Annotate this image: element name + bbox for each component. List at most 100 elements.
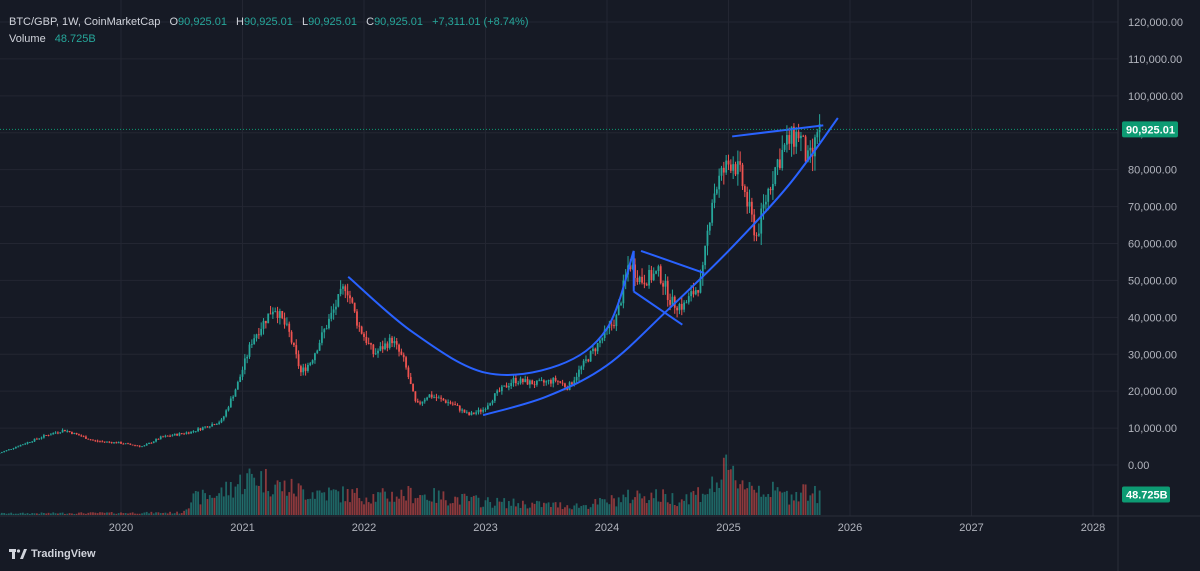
candle-body (52, 432, 55, 435)
volume-bar (87, 512, 90, 515)
volume-bar (246, 473, 249, 515)
candle-body (400, 351, 403, 355)
candle-body (762, 204, 765, 209)
volume-bar (262, 492, 265, 515)
volume-bar (180, 513, 183, 515)
volume-bar (400, 489, 403, 515)
candle-body (75, 432, 78, 435)
volume-bar (208, 495, 211, 515)
tradingview-branding[interactable]: TradingView (9, 548, 96, 560)
candle-body (701, 265, 704, 278)
candle-body (166, 435, 169, 437)
candle-body (113, 442, 115, 444)
candle-body (187, 432, 190, 434)
volume-bar (715, 482, 718, 515)
candle-body (164, 435, 167, 437)
volume-bar (50, 513, 52, 515)
candle-body (477, 409, 480, 413)
volume-bar (152, 513, 155, 515)
volume-bar (356, 488, 358, 515)
symbol-label[interactable]: BTC/GBP, 1W, CoinMarketCap (9, 16, 161, 28)
candle-body (802, 135, 805, 137)
candle-body (358, 325, 361, 327)
volume-bar (493, 505, 496, 515)
volume-bar (264, 468, 267, 515)
candle-body (760, 208, 763, 234)
open-key: O (169, 16, 179, 28)
volume-bar (510, 505, 513, 515)
volume-bar (57, 513, 59, 515)
candle-body (797, 131, 800, 139)
volume-bar (7, 513, 10, 515)
volume-bar (31, 513, 34, 515)
candle-body (64, 429, 66, 432)
volume-bar (250, 473, 253, 515)
candle-body (746, 191, 749, 207)
candle-body (587, 359, 590, 362)
volume-bar (477, 497, 480, 515)
candle-body (124, 443, 127, 445)
candle-body (162, 436, 164, 438)
volume-bar (783, 491, 786, 515)
volume-bar (232, 497, 235, 515)
volume-bar (344, 501, 347, 515)
candle-body (234, 389, 237, 397)
candle-body (271, 311, 274, 315)
candle-body (328, 318, 330, 329)
volume-bar (157, 512, 160, 515)
volume-bar (676, 506, 678, 515)
candle-body (629, 265, 632, 270)
candle-body (206, 426, 209, 428)
volume-bar (330, 490, 333, 515)
candle-body (356, 311, 358, 326)
legend-volume-row[interactable]: Volume 48.725B (9, 31, 528, 48)
volume-bar (103, 512, 106, 515)
time-axis: 2020 2021 2022 2023 2024 2025 2026 2027 2028 (109, 522, 1105, 534)
volume-bar (519, 507, 522, 515)
candle-body (360, 326, 363, 334)
volume-bar (257, 485, 260, 515)
volume-bar (222, 496, 225, 515)
candle-body (185, 432, 188, 434)
volume-tag-text: 48.725B (1126, 490, 1168, 502)
candle-body (475, 412, 478, 414)
cup-curve (347, 250, 635, 376)
price-tick-label: 110,000.00 (1128, 54, 1182, 66)
legend-ohlc-row[interactable]: BTC/GBP, 1W, CoinMarketCap O90,925.01 H9… (9, 14, 528, 31)
volume-bar (771, 481, 774, 515)
volume-bar (594, 499, 597, 515)
volume-bar (566, 505, 569, 515)
price-tick-label: 70,000.00 (1128, 202, 1177, 214)
volume-bar (381, 488, 384, 515)
volume-bar (78, 512, 80, 515)
candle-body (264, 320, 267, 324)
candle-body (393, 341, 396, 344)
volume-bar (164, 512, 167, 515)
volume-bar (339, 502, 342, 515)
volume-bar (10, 512, 13, 515)
candle-body (314, 353, 316, 361)
candle-body (545, 381, 548, 383)
volume-bar (790, 494, 793, 515)
candle-body (379, 346, 382, 351)
volume-bar (386, 498, 389, 515)
volume-bar (169, 511, 171, 515)
volume-bar (479, 507, 482, 515)
volume-bar (559, 502, 562, 515)
volume-bar (779, 491, 781, 515)
volume-bar (599, 497, 601, 515)
volume-bar (342, 486, 344, 515)
volume-bar (416, 497, 419, 515)
candle-body (35, 438, 38, 440)
volume-bar (85, 513, 87, 515)
candle-body (484, 409, 487, 410)
high-value: 90,925.01 (243, 16, 293, 28)
candle-body (176, 433, 178, 436)
volume-bar (267, 491, 270, 515)
candle-body (741, 164, 744, 187)
candle-body (243, 358, 246, 370)
volume-bar (229, 481, 232, 515)
